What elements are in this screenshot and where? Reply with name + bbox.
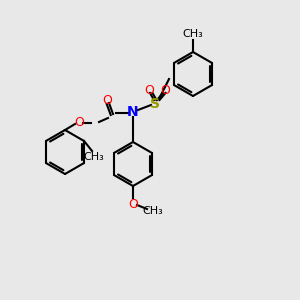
Text: O: O <box>144 83 154 97</box>
Text: O: O <box>128 197 138 211</box>
Text: CH₃: CH₃ <box>142 206 164 216</box>
Text: O: O <box>160 83 170 97</box>
Text: S: S <box>150 97 160 111</box>
Text: N: N <box>127 105 139 119</box>
Text: O: O <box>74 116 84 128</box>
Text: CH₃: CH₃ <box>183 29 203 39</box>
Text: CH₃: CH₃ <box>84 152 104 162</box>
Text: O: O <box>102 94 112 106</box>
